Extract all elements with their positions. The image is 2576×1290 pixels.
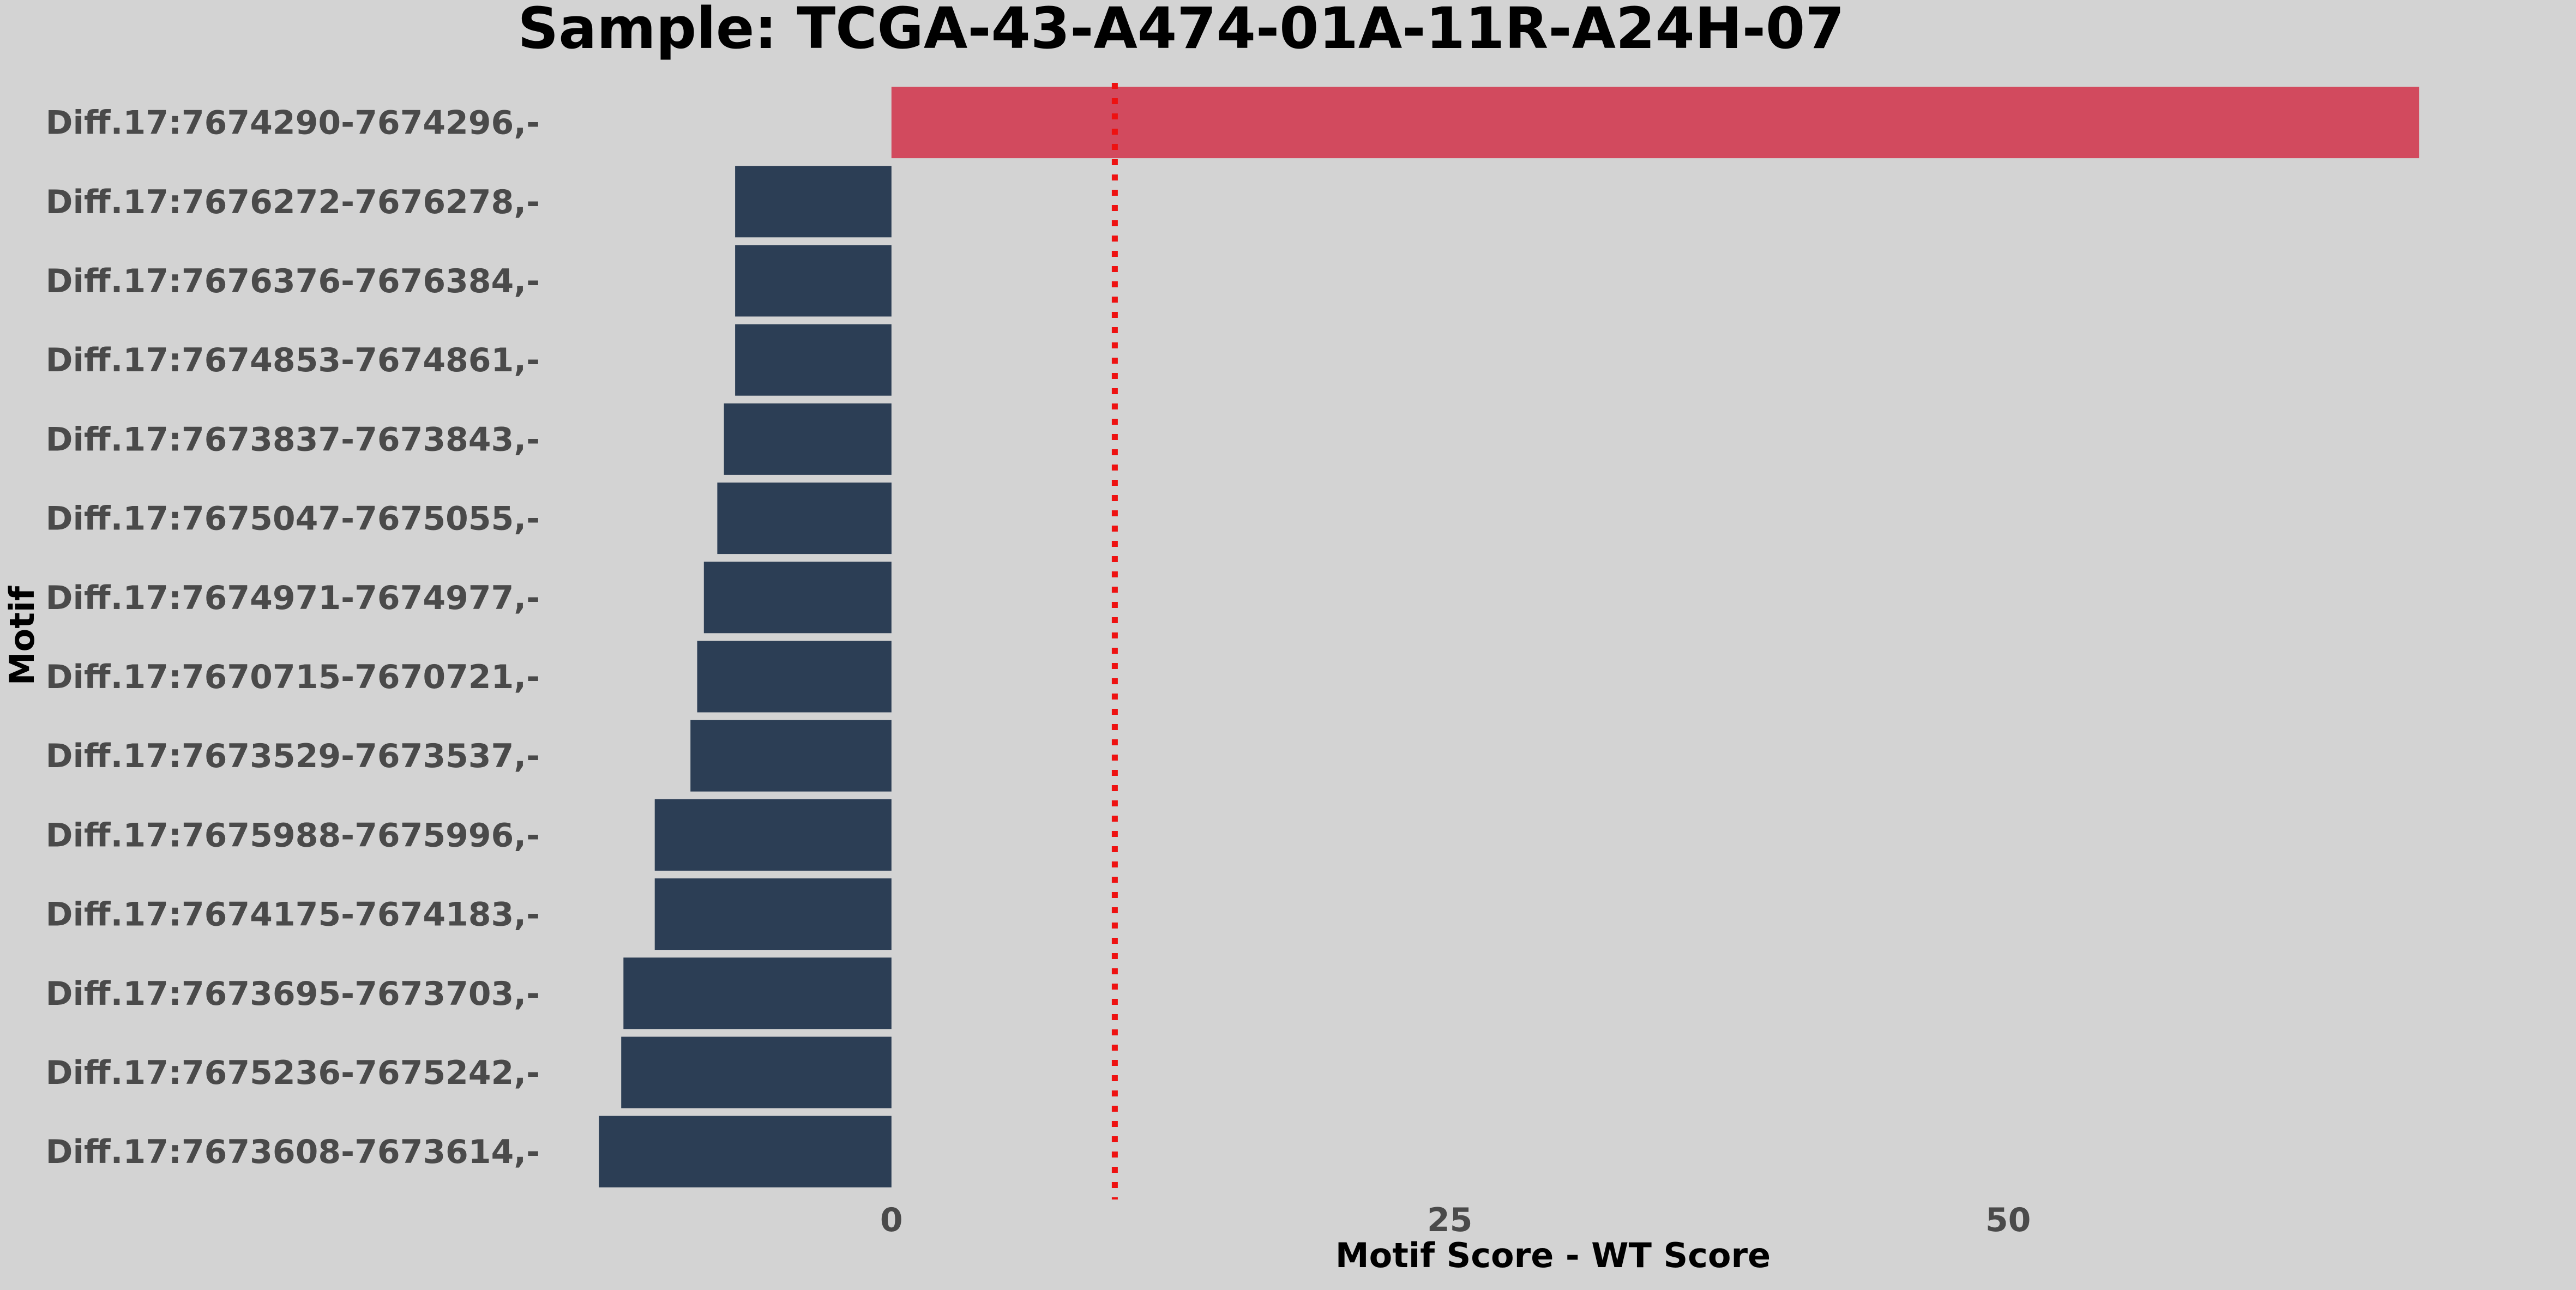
bar-12 [621,1036,892,1108]
bar-13 [599,1116,892,1187]
bar-2 [735,245,892,317]
y-tick-label-2: Diff.17:7676376-7676384,- [46,262,540,300]
y-tick-label-1: Diff.17:7676272-7676278,- [46,183,540,221]
y-tick-label-8: Diff.17:7673529-7673537,- [46,737,540,775]
y-tick-label-13: Diff.17:7673608-7673614,- [46,1133,540,1171]
y-tick-label-12: Diff.17:7675236-7675242,- [46,1054,540,1092]
y-tick-labels: Diff.17:7674290-7674296,- Diff.17:7676272… [46,104,540,1172]
y-tick-label-4: Diff.17:7673837-7673843,- [46,420,540,459]
x-axis-title: Motif Score - WT Score [1335,1235,1771,1275]
y-tick-label-6: Diff.17:7674971-7674977,- [46,579,540,617]
x-tick-label-1: 25 [1427,1201,1473,1239]
y-tick-label-10: Diff.17:7674175-7674183,- [46,896,540,934]
bar-3 [735,324,892,396]
y-axis-title: Motif [2,586,42,685]
y-tick-label-0: Diff.17:7674290-7674296,- [46,104,540,142]
x-tick-label-0: 0 [880,1201,903,1239]
bar-7 [697,641,892,713]
bar-8 [690,720,892,792]
bar-4 [724,403,892,475]
bar-9 [654,799,892,871]
y-tick-label-7: Diff.17:7670715-7670721,- [46,658,540,696]
bar-0 [891,87,2419,159]
bar-6 [703,562,892,634]
y-tick-label-3: Diff.17:7674853-7674861,- [46,341,540,379]
y-tick-label-5: Diff.17:7675047-7675055,- [46,500,540,538]
y-tick-label-11: Diff.17:7673695-7673703,- [46,975,540,1013]
bar-11 [623,957,892,1029]
bars-layer [599,87,2419,1187]
x-tick-labels: 0 25 50 [880,1201,2031,1239]
bar-10 [654,878,892,950]
y-tick-label-9: Diff.17:7675988-7675996,- [46,816,540,854]
bar-5 [717,483,892,554]
bar-1 [735,166,892,238]
chart-title: Sample: TCGA-43-A474-01A-11R-A24H-07 [517,0,1844,62]
x-tick-label-2: 50 [1985,1201,2031,1239]
